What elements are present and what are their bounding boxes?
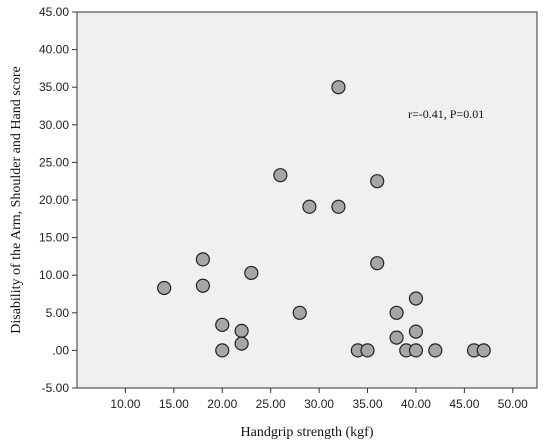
data-point [292, 305, 307, 320]
x-tick-label: 35.00 [353, 397, 383, 411]
data-point [234, 336, 249, 351]
data-point [389, 330, 404, 345]
data-point [215, 343, 230, 358]
x-tick-label: 10.00 [110, 397, 140, 411]
y-tick-label: 15.00 [39, 231, 69, 245]
y-tick-label: 25.00 [39, 155, 69, 169]
x-tick-label: 15.00 [159, 397, 189, 411]
data-point [408, 343, 424, 358]
y-tick-label: 40.00 [39, 43, 69, 57]
data-point [331, 199, 346, 214]
y-tick-label: 45.00 [39, 5, 69, 19]
data-points [157, 80, 491, 358]
data-point [157, 280, 172, 296]
x-tick-label: 25.00 [256, 397, 286, 411]
data-point [195, 278, 210, 293]
data-point [215, 317, 230, 332]
data-point [408, 291, 424, 306]
data-point [389, 305, 404, 320]
data-point [370, 256, 385, 271]
data-point [302, 199, 317, 214]
data-point [244, 265, 259, 281]
y-tick-label: 5.00 [46, 306, 70, 320]
data-point [370, 174, 385, 189]
data-point [408, 324, 424, 339]
x-tick-label: 45.00 [449, 397, 479, 411]
data-point [234, 323, 249, 338]
y-tick-label: .00 [52, 343, 69, 357]
correlation-annotation: r=-0.41, P=0.01 [408, 107, 484, 121]
data-point [428, 343, 443, 358]
x-tick-label: 30.00 [304, 397, 334, 411]
x-axis-title: Handgrip strength (kgf) [241, 425, 374, 440]
x-tick-label: 20.00 [207, 397, 237, 411]
x-axis: 10.00 15.00 20.00 25.00 30.00 35.00 40.00 45.00… [110, 388, 528, 411]
data-point [195, 252, 210, 267]
y-tick-label: 10.00 [39, 268, 69, 282]
y-tick-label: 30.00 [39, 118, 69, 132]
data-point [360, 343, 375, 358]
y-tick-label: 20.00 [39, 193, 69, 207]
data-point [476, 343, 491, 358]
x-tick-label: 50.00 [498, 397, 528, 411]
y-tick-label: 35.00 [39, 80, 69, 94]
y-axis-title: Disability of the Arm, Shoulder and Hand… [9, 66, 24, 334]
plot-area [76, 11, 538, 389]
y-axis: 45.00 40.00 35.00 30.00 25.00 20.00 15.00 10.00… [39, 5, 77, 395]
data-point [331, 80, 346, 95]
y-tick-label: -5.00 [42, 381, 70, 395]
x-tick-label: 40.00 [401, 397, 431, 411]
data-point [273, 168, 288, 183]
